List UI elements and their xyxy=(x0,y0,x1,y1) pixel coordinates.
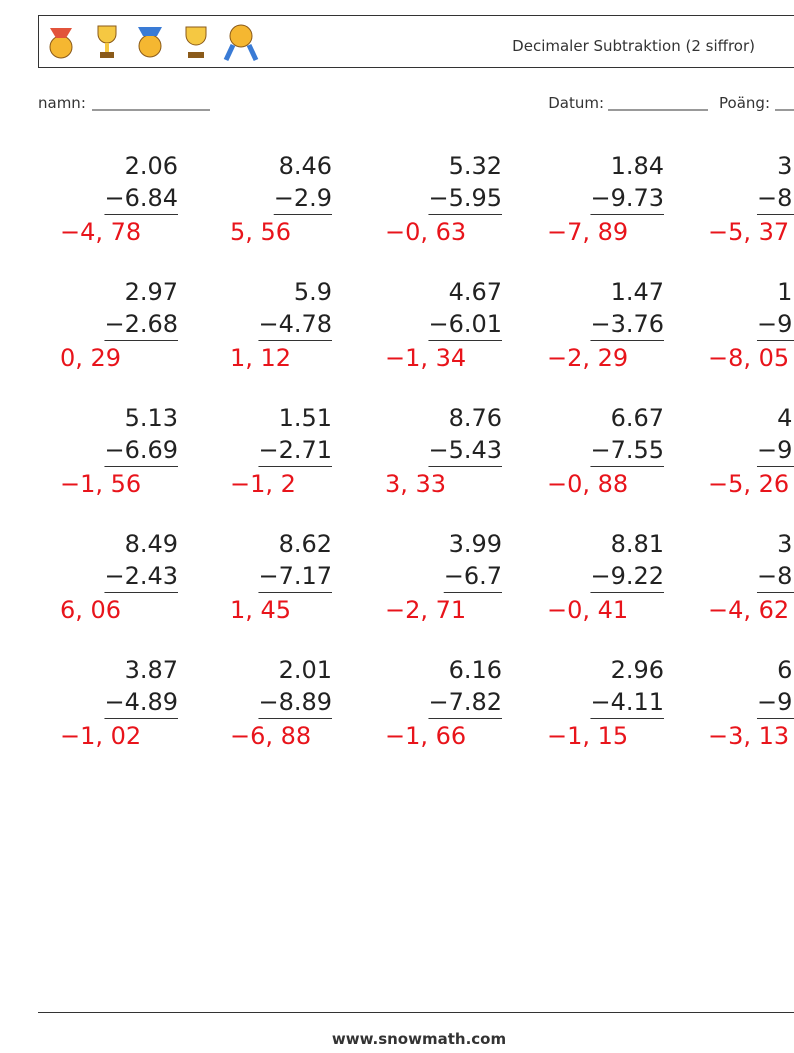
bottom-number: −6.84 xyxy=(104,184,178,212)
bottom-number: −9.22 xyxy=(590,562,664,590)
answer: −0, 63 xyxy=(385,218,466,246)
bottom-number: −4.11 xyxy=(590,688,664,716)
bottom-number: −7.17 xyxy=(258,562,332,590)
medal-icons xyxy=(49,24,259,62)
bottom-number: −9.73 xyxy=(590,184,664,212)
top-number: 1.51 xyxy=(279,404,332,432)
answer: −4, 78 xyxy=(60,218,141,246)
answer: −0, 41 xyxy=(547,596,628,624)
top-number: 2.96 xyxy=(611,656,664,684)
answer: −1, 02 xyxy=(60,722,141,750)
answer: −4, 62 xyxy=(708,596,789,624)
answer: 5, 56 xyxy=(230,218,291,246)
answer: 6, 06 xyxy=(60,596,121,624)
top-number: 8.81 xyxy=(611,530,664,558)
bottom-number: −2.43 xyxy=(104,562,178,590)
top-number: 8.46 xyxy=(279,152,332,180)
top-number: 1.84 xyxy=(611,152,664,180)
answer: 1, 12 xyxy=(230,344,291,372)
answer: −5, 26 xyxy=(708,470,789,498)
top-number: 2.97 xyxy=(125,278,178,306)
top-number: 8.49 xyxy=(125,530,178,558)
answer: −8, 05 xyxy=(708,344,789,372)
top-number: 5.13 xyxy=(125,404,178,432)
bottom-number: −8.89 xyxy=(258,688,332,716)
answer: 1, 45 xyxy=(230,596,291,624)
top-number: 8.62 xyxy=(279,530,332,558)
name-label: namn: xyxy=(38,94,86,112)
answer: −5, 37 xyxy=(708,218,789,246)
top-number: 6.16 xyxy=(449,656,502,684)
answer: −7, 89 xyxy=(547,218,628,246)
title: Decimaler Subtraktion (2 siffror) xyxy=(512,37,755,55)
answer: 3, 33 xyxy=(385,470,446,498)
top-number: 1. xyxy=(777,278,794,306)
top-number: 4. xyxy=(777,404,794,432)
bottom-number: −7.55 xyxy=(590,436,664,464)
bottom-number: −2.9 xyxy=(274,184,332,212)
bottom-number: −3.76 xyxy=(590,310,664,338)
header-box xyxy=(38,15,794,68)
answer: −2, 29 xyxy=(547,344,628,372)
answer: −1, 34 xyxy=(385,344,466,372)
bottom-number: −4.89 xyxy=(104,688,178,716)
top-number: 2.01 xyxy=(279,656,332,684)
top-number: 5.32 xyxy=(449,152,502,180)
answer: −1, 15 xyxy=(547,722,628,750)
date-label: Datum: xyxy=(548,94,604,112)
answer: −0, 88 xyxy=(547,470,628,498)
answer: −2, 71 xyxy=(385,596,466,624)
bottom-number: −6.7 xyxy=(444,562,502,590)
bottom-number: −9. xyxy=(757,310,794,338)
answer: −1, 56 xyxy=(60,470,141,498)
top-number: 2.06 xyxy=(125,152,178,180)
bottom-number: −9. xyxy=(757,436,794,464)
bottom-number: −2.71 xyxy=(258,436,332,464)
top-number: 8.76 xyxy=(449,404,502,432)
top-number: 1.47 xyxy=(611,278,664,306)
bottom-number: −4.78 xyxy=(258,310,332,338)
score-label: Poäng: xyxy=(719,94,770,112)
bottom-number: −8. xyxy=(757,562,794,590)
top-number: 6. xyxy=(777,656,794,684)
bottom-number: −6.69 xyxy=(104,436,178,464)
top-number: 3. xyxy=(777,152,794,180)
answer: 0, 29 xyxy=(60,344,121,372)
bottom-number: −8. xyxy=(757,184,794,212)
answer: −3, 13 xyxy=(708,722,789,750)
bottom-number: −7.82 xyxy=(428,688,502,716)
top-number: 3. xyxy=(777,530,794,558)
bottom-number: −9. xyxy=(757,688,794,716)
top-number: 3.87 xyxy=(125,656,178,684)
answer: −6, 88 xyxy=(230,722,311,750)
bottom-number: −5.43 xyxy=(428,436,502,464)
bottom-number: −5.95 xyxy=(428,184,502,212)
footer-site: www.snowmath.com xyxy=(332,1030,506,1048)
bottom-number: −2.68 xyxy=(104,310,178,338)
answer: −1, 2 xyxy=(230,470,296,498)
top-number: 5.9 xyxy=(294,278,332,306)
top-number: 3.99 xyxy=(449,530,502,558)
top-number: 4.67 xyxy=(449,278,502,306)
top-number: 6.67 xyxy=(611,404,664,432)
answer: −1, 66 xyxy=(385,722,466,750)
bottom-number: −6.01 xyxy=(428,310,502,338)
